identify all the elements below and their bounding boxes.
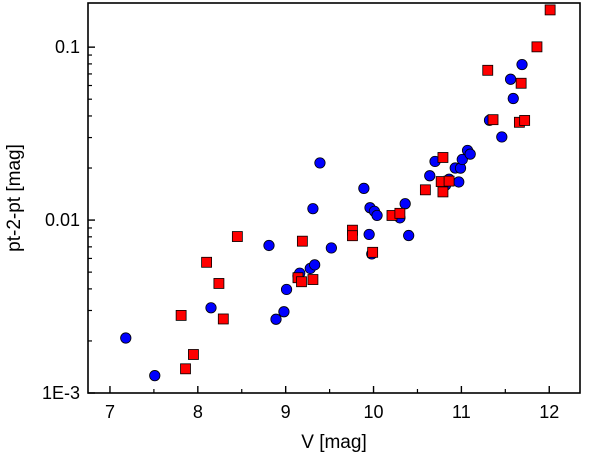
red-square-point bbox=[394, 207, 406, 219]
red-square-point bbox=[437, 186, 449, 198]
plot-frame bbox=[87, 2, 581, 394]
red-square-point bbox=[217, 313, 229, 325]
y-tick-label: 1E-3 bbox=[42, 383, 80, 403]
blue-circle-point bbox=[263, 239, 275, 252]
red-square-point bbox=[437, 152, 449, 163]
red-square-point bbox=[531, 41, 543, 53]
x-tick-label: 9 bbox=[281, 402, 291, 422]
blue-circle-point bbox=[278, 306, 290, 318]
red-square-point bbox=[213, 278, 225, 289]
blue-circle-point bbox=[453, 176, 465, 188]
red-square-point bbox=[296, 235, 308, 247]
blue-circle-point bbox=[309, 259, 321, 271]
blue-circle-point bbox=[205, 302, 217, 314]
blue-circle-point bbox=[424, 170, 436, 182]
blue-circle-point bbox=[363, 228, 375, 241]
blue-circle-point bbox=[403, 229, 415, 242]
red-square-point bbox=[519, 115, 531, 126]
blue-circle-point bbox=[371, 209, 383, 222]
red-square-point bbox=[482, 64, 494, 76]
red-square-point bbox=[231, 231, 243, 242]
red-square-point bbox=[188, 349, 199, 360]
red-square-point bbox=[515, 77, 527, 89]
blue-circle-point bbox=[464, 148, 476, 160]
red-square-point bbox=[180, 363, 191, 375]
blue-circle-point bbox=[149, 370, 161, 382]
y-tick-label: 0.01 bbox=[45, 210, 80, 230]
y-tick-label: 0.1 bbox=[55, 37, 80, 57]
blue-circle-point bbox=[307, 203, 319, 215]
red-square-point bbox=[347, 230, 358, 242]
red-square-point bbox=[307, 274, 319, 285]
red-square-point bbox=[175, 310, 187, 321]
blue-circle-point bbox=[325, 242, 337, 254]
red-square-point bbox=[419, 184, 431, 196]
blue-circle-point bbox=[516, 58, 528, 71]
blue-circle-point bbox=[270, 313, 282, 325]
blue-circle-point bbox=[496, 131, 508, 143]
data-marks bbox=[120, 4, 556, 382]
blue-circle-point bbox=[399, 198, 411, 210]
x-tick-label: 10 bbox=[364, 402, 384, 422]
x-axis: 7 8 9 10 11 12 bbox=[105, 386, 559, 422]
blue-circle-point bbox=[314, 157, 326, 169]
red-square-point bbox=[296, 276, 307, 288]
x-tick-label: 11 bbox=[452, 402, 471, 422]
blue-circle-point bbox=[507, 92, 519, 105]
red-square-point bbox=[201, 256, 213, 268]
blue-circle-point bbox=[456, 153, 468, 166]
y-axis-title: pt-2-pt [mag] bbox=[4, 144, 25, 252]
red-square-point bbox=[443, 175, 455, 187]
blue-circle-point bbox=[280, 283, 293, 296]
x-tick-label: 7 bbox=[105, 402, 115, 422]
red-square-point bbox=[367, 246, 379, 258]
red-square-point bbox=[544, 4, 556, 16]
x-tick-label: 12 bbox=[539, 402, 559, 422]
blue-circle-point bbox=[120, 332, 132, 344]
y-axis: 1E-3 0.01 0.1 bbox=[42, 37, 95, 403]
x-axis-title: V [mag] bbox=[301, 432, 366, 453]
x-tick-label: 8 bbox=[193, 402, 203, 422]
red-square-point bbox=[487, 114, 499, 126]
blue-circle-point bbox=[504, 73, 517, 85]
blue-circle-point bbox=[358, 182, 370, 194]
